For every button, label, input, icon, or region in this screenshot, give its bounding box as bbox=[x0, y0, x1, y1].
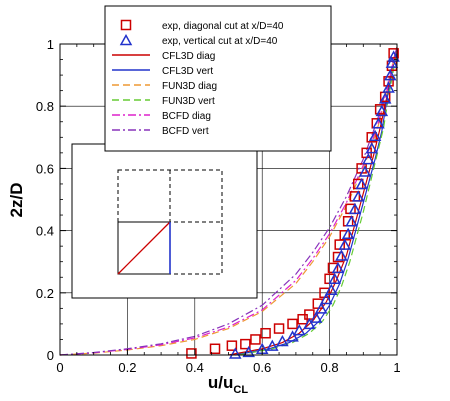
point-exp-vertical-cut-at-x-d-40 bbox=[385, 56, 399, 68]
point-exp-vertical-cut-at-x-d-40 bbox=[319, 292, 333, 305]
y-tick-label: 0.8 bbox=[36, 99, 54, 114]
series-markers bbox=[186, 48, 400, 359]
point-exp-vertical-cut-at-x-d-40 bbox=[335, 249, 348, 261]
point-exp-diagonal-cut-at-x-d-40 bbox=[366, 132, 377, 143]
point-exp-diagonal-cut-at-x-d-40 bbox=[287, 318, 298, 330]
point-exp-diagonal-cut-at-x-d-40 bbox=[209, 343, 221, 355]
inset-frame bbox=[71, 143, 258, 299]
point-exp-vertical-cut-at-x-d-40 bbox=[276, 334, 289, 347]
y-tick-label: 0.6 bbox=[36, 161, 54, 176]
x-axis-title: u/uCL bbox=[208, 373, 248, 396]
point-exp-vertical-cut-at-x-d-40 bbox=[355, 177, 368, 190]
point-exp-vertical-cut-at-x-d-40 bbox=[378, 92, 392, 104]
point-exp-vertical-cut-at-x-d-40 bbox=[365, 142, 378, 154]
legend-label-1: exp, vertical cut at x/D=40 bbox=[162, 36, 278, 47]
point-exp-vertical-cut-at-x-d-40 bbox=[383, 69, 397, 81]
point-exp-vertical-cut-at-x-d-40 bbox=[382, 81, 395, 93]
x-axis-title-main: u/u bbox=[208, 373, 234, 392]
point-exp-diagonal-cut-at-x-d-40 bbox=[374, 104, 386, 115]
point-exp-vertical-cut-at-x-d-40 bbox=[331, 261, 345, 274]
x-tick-label: 0 bbox=[56, 360, 63, 375]
point-exp-diagonal-cut-at-x-d-40 bbox=[388, 48, 399, 59]
legend-box bbox=[104, 5, 332, 152]
point-exp-diagonal-cut-at-x-d-40 bbox=[332, 251, 344, 263]
point-exp-vertical-cut-at-x-d-40 bbox=[266, 339, 279, 351]
y-axis-title: 2z/D bbox=[7, 183, 26, 218]
point-exp-vertical-cut-at-x-d-40 bbox=[345, 215, 358, 227]
series-line-bcfd-diag bbox=[59, 46, 398, 356]
point-exp-vertical-cut-at-x-d-40 bbox=[314, 302, 328, 314]
y-tick-label: 0.4 bbox=[36, 224, 54, 239]
series-line-fun3d-diag bbox=[59, 46, 398, 356]
point-exp-vertical-cut-at-x-d-40 bbox=[228, 347, 242, 359]
point-exp-vertical-cut-at-x-d-40 bbox=[375, 104, 389, 117]
legend-label-4: FUN3D diag bbox=[162, 81, 217, 92]
point-exp-vertical-cut-at-x-d-40 bbox=[341, 227, 355, 239]
point-exp-vertical-cut-at-x-d-40 bbox=[292, 324, 306, 336]
tick-labels: 0 0.2 0.4 0.6 0.8 1 0 0.2 0.4 0.6 0.8 1 bbox=[36, 37, 401, 375]
point-exp-vertical-cut-at-x-d-40 bbox=[387, 50, 400, 62]
point-exp-vertical-cut-at-x-d-40 bbox=[338, 238, 352, 250]
x-tick-label: 1 bbox=[393, 360, 400, 375]
x-axis-title-subscript: CL bbox=[233, 384, 248, 396]
point-exp-diagonal-cut-at-x-d-40 bbox=[186, 348, 197, 359]
point-exp-vertical-cut-at-x-d-40 bbox=[362, 153, 375, 165]
legend-label-0: exp, diagonal cut at x/D=40 bbox=[162, 21, 284, 32]
point-exp-vertical-cut-at-x-d-40 bbox=[309, 311, 323, 323]
point-exp-diagonal-cut-at-x-d-40 bbox=[260, 327, 271, 339]
point-exp-diagonal-cut-at-x-d-40 bbox=[273, 323, 285, 334]
point-exp-vertical-cut-at-x-d-40 bbox=[328, 272, 341, 285]
point-exp-diagonal-cut-at-x-d-40 bbox=[250, 334, 261, 345]
legend-symbol-exp-vertical-cut-at-x-d-40 bbox=[119, 33, 133, 46]
point-exp-vertical-cut-at-x-d-40 bbox=[286, 330, 299, 342]
legend-label-6: BCFD diag bbox=[162, 111, 211, 122]
x-tick-label: 0.6 bbox=[253, 360, 271, 375]
point-exp-vertical-cut-at-x-d-40 bbox=[325, 283, 338, 295]
inset-diagram bbox=[71, 143, 258, 299]
inset-diagonal-cut bbox=[117, 221, 171, 275]
point-exp-diagonal-cut-at-x-d-40 bbox=[383, 76, 394, 87]
legend-label-5: FUN3D vert bbox=[162, 96, 215, 107]
series-line-bcfd-vert bbox=[59, 46, 398, 356]
point-exp-vertical-cut-at-x-d-40 bbox=[348, 202, 362, 215]
series-line-cfl3d-diag bbox=[228, 46, 398, 356]
x-tick-label: 0.4 bbox=[186, 360, 204, 375]
point-exp-vertical-cut-at-x-d-40 bbox=[351, 190, 365, 202]
legend-label-3: CFL3D vert bbox=[162, 66, 213, 77]
point-exp-vertical-cut-at-x-d-40 bbox=[358, 165, 372, 177]
x-tick-label: 0.8 bbox=[321, 360, 339, 375]
legend-symbols bbox=[112, 19, 150, 131]
point-exp-vertical-cut-at-x-d-40 bbox=[242, 345, 255, 358]
point-exp-vertical-cut-at-x-d-40 bbox=[372, 117, 385, 129]
point-exp-vertical-cut-at-x-d-40 bbox=[303, 317, 316, 330]
y-tick-label: 0.2 bbox=[36, 286, 54, 301]
legend: exp, diagonal cut at x/D=40 exp, vertica… bbox=[104, 5, 332, 152]
legend-symbol-exp-diagonal-cut-at-x-d-40 bbox=[120, 19, 132, 31]
y-tick-label: 0 bbox=[47, 348, 54, 363]
point-exp-vertical-cut-at-x-d-40 bbox=[368, 129, 382, 141]
point-exp-diagonal-cut-at-x-d-40 bbox=[226, 340, 238, 351]
x-tick-label: 0.2 bbox=[118, 360, 136, 375]
y-tick-label: 1 bbox=[47, 37, 54, 52]
point-exp-diagonal-cut-at-x-d-40 bbox=[240, 338, 251, 350]
legend-label-7: BCFD vert bbox=[162, 126, 209, 137]
legend-label-2: CFL3D diag bbox=[162, 51, 215, 62]
